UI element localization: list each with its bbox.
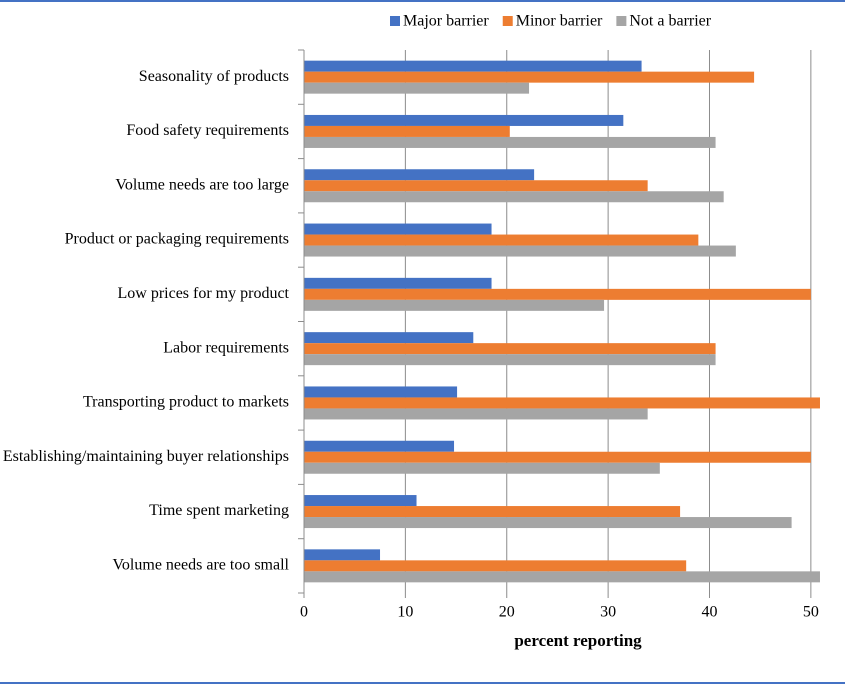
bar [304,234,699,246]
bar [304,451,811,463]
bar [304,299,605,311]
bar [304,169,535,181]
y-tick-label: Establishing/maintaining buyer relations… [3,448,289,465]
bar [304,408,648,420]
bar [304,397,820,409]
y-tick-label: Transporting product to markets [83,394,289,411]
x-tick-label: 40 [701,604,717,621]
legend-label: Major barrier [403,13,489,30]
bar [304,82,530,94]
bar [304,245,736,257]
y-tick-label: Product or packaging requirements [65,231,289,248]
bar [304,386,458,398]
bar [304,114,624,126]
bar [304,517,792,529]
y-tick-label: Low prices for my product [117,285,289,302]
bar [304,223,492,235]
bar [304,288,811,300]
x-tick-label: 30 [600,604,616,621]
y-tick-label: Volume needs are too small [112,557,289,574]
y-tick-label: Food safety requirements [126,122,289,139]
bar [304,277,492,289]
y-tick-label: Seasonality of products [139,68,289,85]
bar [304,354,716,366]
x-tick-label: 0 [300,604,308,621]
x-tick-label: 50 [803,604,819,621]
y-tick-label: Volume needs are too large [115,176,289,193]
bar [304,571,820,583]
x-tick-label: 20 [499,604,515,621]
y-tick-label: Time spent marketing [149,502,289,519]
bar [304,125,510,137]
bar [304,495,417,507]
bar [304,180,648,192]
bar [304,549,381,561]
legend-swatch [502,16,513,26]
bar [304,332,474,344]
bar [304,191,724,203]
legend-label: Not a barrier [629,13,711,30]
legend-label: Minor barrier [516,13,603,30]
bar [304,343,716,355]
bar [304,560,687,572]
bar [304,462,660,474]
y-tick-label: Labor requirements [163,339,289,356]
bar [304,71,755,83]
bar [304,60,642,72]
bar [304,136,716,148]
x-tick-label: 10 [397,604,413,621]
legend-swatch [390,16,400,26]
bar [304,506,681,518]
bar [304,440,455,452]
legend-swatch [616,16,627,26]
x-axis-title: percent reporting [514,631,642,650]
